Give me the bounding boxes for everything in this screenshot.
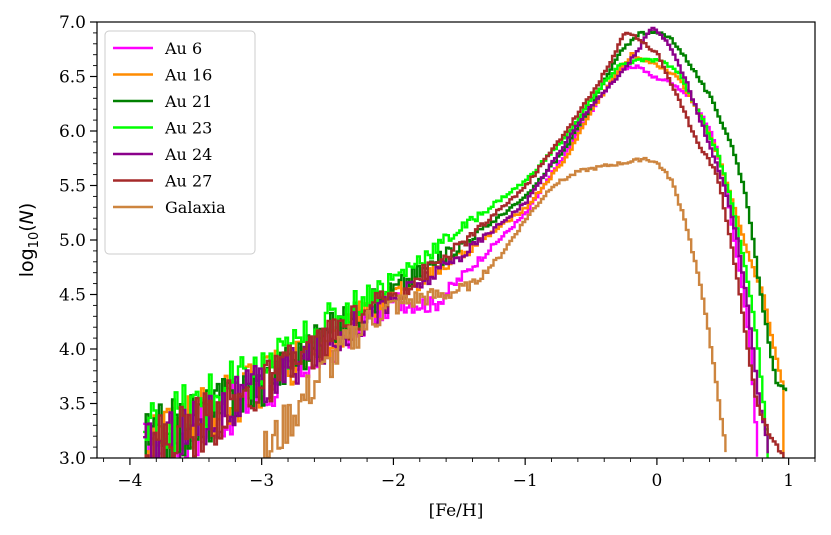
y-tick-label: 5.5 (59, 177, 86, 197)
legend: Au 6 Au 16 Au 21 Au 23 Au 24 Au 27 Galaxia (104, 30, 256, 255)
y-tick-label: 5.0 (59, 231, 86, 251)
legend-entry-label: Au 21 (164, 92, 212, 111)
legend-entry-label: Au 24 (164, 145, 212, 164)
series-line (263, 156, 727, 458)
y-tick-label: 3.5 (59, 395, 86, 415)
x-tick-label: −4 (117, 471, 142, 491)
x-tick-label: −3 (249, 471, 274, 491)
y-tick-label: 6.0 (59, 122, 86, 142)
legend-entry-label: Au 27 (164, 172, 212, 191)
y-tick-label: 4.0 (59, 340, 86, 360)
legend-entry-label: Au 6 (164, 39, 202, 58)
x-tick-label: −2 (381, 471, 406, 491)
axes-layer: −4 −3 −2 −1 0 1 3.0 3.5 4.0 4.5 5.0 5.5 6.0 6.5 7.0 (59, 13, 816, 491)
legend-entry-label: Au 23 (164, 119, 212, 138)
legend-frame (104, 30, 256, 255)
x-tick-label: 1 (783, 471, 794, 491)
y-tick-label: 7.0 (59, 13, 86, 33)
series-line (143, 64, 759, 458)
x-tick-label: 0 (651, 471, 662, 491)
x-tick-label: −1 (513, 471, 538, 491)
series-line (144, 31, 785, 458)
y-tick-label: 4.5 (59, 286, 86, 306)
series-layer (143, 26, 788, 458)
legend-entry-label: Au 16 (164, 66, 212, 85)
series-line (143, 26, 769, 458)
y-axis-label: log10(N) (16, 203, 42, 278)
y-tick-label: 3.0 (59, 449, 86, 469)
legend-entry-label: Galaxia (165, 198, 226, 217)
y-tick-label: 6.5 (59, 68, 86, 88)
x-axis-label: [Fe/H] (429, 501, 484, 521)
